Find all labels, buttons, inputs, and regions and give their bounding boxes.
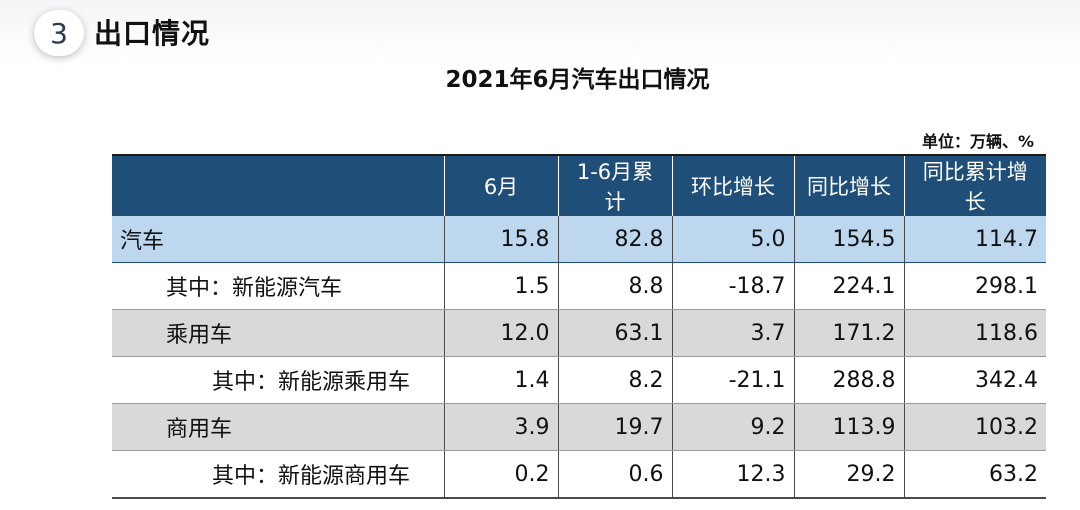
table-cell: 63.2 — [903, 450, 1046, 499]
row-label: 乘用车 — [112, 309, 444, 357]
table-cell: 298.1 — [903, 262, 1046, 310]
table-cell: 288.8 — [793, 356, 904, 404]
table-header-row: 6月 1-6月累计 环比增长 同比增长 同比累计增长 — [112, 154, 1046, 216]
table-cell: 113.9 — [793, 403, 904, 451]
table-cell: 154.5 — [793, 216, 904, 263]
table-row: 商用车 3.9 19.7 9.2 113.9 103.2 — [112, 403, 1046, 451]
table-cell: 12.0 — [443, 309, 558, 357]
table-cell: 118.6 — [903, 309, 1046, 357]
unit-label: 单位：万辆、% — [921, 132, 1034, 151]
column-header: 同比增长 — [793, 154, 904, 216]
table-cell: 5.0 — [671, 216, 794, 263]
table-cell: 82.8 — [557, 216, 672, 263]
section-title: 出口情况 — [94, 17, 211, 50]
table-cell: 12.3 — [671, 450, 794, 499]
table-cell: 0.2 — [443, 450, 558, 499]
table-cell: 224.1 — [793, 262, 904, 310]
export-table: 6月 1-6月累计 环比增长 同比增长 同比累计增长 汽车 15.8 82.8 … — [112, 154, 1046, 499]
table-cell: -18.7 — [671, 262, 794, 310]
table-cell: 8.8 — [557, 262, 672, 310]
table-cell: -21.1 — [671, 356, 794, 404]
table-title: 2021年6月汽车出口情况 — [445, 67, 710, 93]
row-label: 商用车 — [112, 403, 444, 451]
table-cell: 1.4 — [443, 356, 558, 404]
row-label: 其中：新能源汽车 — [112, 262, 444, 310]
table-row: 乘用车 12.0 63.1 3.7 171.2 118.6 — [112, 309, 1046, 357]
column-header — [112, 154, 444, 216]
table-cell: 1.5 — [443, 262, 558, 310]
table-cell: 114.7 — [903, 216, 1046, 263]
table-cell: 9.2 — [671, 403, 794, 451]
table-cell: 103.2 — [903, 403, 1046, 451]
header-band — [0, 0, 1080, 62]
table-row: 其中：新能源汽车 1.5 8.8 -18.7 224.1 298.1 — [112, 262, 1046, 310]
table-cell: 0.6 — [557, 450, 672, 499]
table-cell: 342.4 — [903, 356, 1046, 404]
row-label: 汽车 — [112, 216, 444, 263]
column-header: 同比累计增长 — [903, 154, 1046, 216]
row-label: 其中：新能源乘用车 — [112, 356, 444, 404]
table-cell: 19.7 — [557, 403, 672, 451]
table-cell: 8.2 — [557, 356, 672, 404]
table-cell: 3.7 — [671, 309, 794, 357]
table-row: 其中：新能源乘用车 1.4 8.2 -21.1 288.8 342.4 — [112, 356, 1046, 404]
column-header: 环比增长 — [671, 154, 794, 216]
row-label: 其中：新能源商用车 — [112, 450, 444, 499]
table-cell: 3.9 — [443, 403, 558, 451]
table-cell: 29.2 — [793, 450, 904, 499]
column-header: 1-6月累计 — [557, 154, 672, 216]
table-cell: 171.2 — [793, 309, 904, 357]
table-row: 汽车 15.8 82.8 5.0 154.5 114.7 — [112, 216, 1046, 263]
column-header: 6月 — [443, 154, 558, 216]
table-cell: 63.1 — [557, 309, 672, 357]
table-cell: 15.8 — [443, 216, 558, 263]
table-row: 其中：新能源商用车 0.2 0.6 12.3 29.2 63.2 — [112, 450, 1046, 499]
section-number-badge: 3 — [34, 10, 84, 56]
